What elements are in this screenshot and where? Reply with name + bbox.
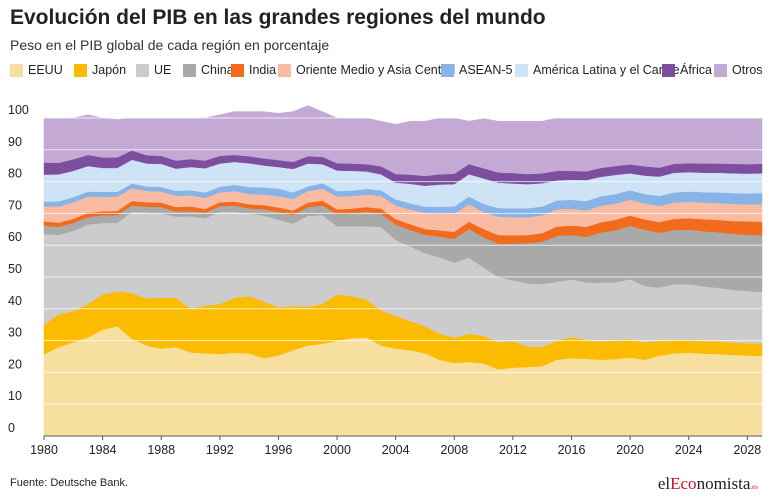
legend-item-eeuu: EEUU	[10, 63, 63, 77]
y-tick-label: 10	[8, 389, 22, 403]
x-tick-label: 2008	[440, 443, 468, 457]
legend-item-japon: Japón	[74, 63, 126, 77]
y-tick-label: 60	[8, 230, 22, 244]
legend-label: Oriente Medio y Asia Central	[296, 63, 456, 77]
legend-item-america-latina-y-el-caribe: América Latina y el Caribe	[515, 63, 680, 77]
x-tick-label: 2012	[499, 443, 527, 457]
legend-item-china: China	[183, 63, 234, 77]
y-tick-label: 80	[8, 167, 22, 181]
legend-label: India	[249, 63, 277, 77]
logo-accent: Eco	[670, 474, 697, 493]
legend-swatch	[10, 63, 23, 77]
legend-label: Otros	[732, 63, 763, 77]
x-tick-label: 2016	[558, 443, 586, 457]
source-note: Fuente: Deutsche Bank.	[10, 477, 129, 489]
y-tick-label: 70	[8, 198, 22, 212]
legend-swatch	[515, 63, 528, 77]
legend-swatch	[74, 63, 87, 77]
legend-item-oriente-medio-y-asia-central: Oriente Medio y Asia Central	[278, 63, 455, 77]
y-tick-label: 30	[8, 326, 22, 340]
x-tick-label: 1996	[265, 443, 293, 457]
legend-swatch	[183, 63, 196, 77]
legend-swatch	[662, 63, 675, 77]
area-series-otros	[43, 105, 763, 177]
gridlines	[44, 117, 762, 405]
legend-item-india: India	[231, 63, 276, 77]
x-tick-label: 2024	[675, 443, 703, 457]
y-tick-label: 90	[8, 135, 22, 149]
logo-tld: .es	[750, 483, 758, 491]
legend-swatch	[714, 63, 727, 77]
legend-label: UE	[154, 63, 172, 77]
legend-label: América Latina y el Caribe	[533, 63, 680, 77]
x-axis-ticks: 1980 1984 1988 1992 1996 2000 2004 2008 2012 2016…	[30, 436, 761, 457]
logo-prefix: el	[657, 474, 671, 493]
y-tick-label: 50	[8, 262, 22, 276]
y-tick-label: 20	[8, 357, 22, 371]
legend-item-asean-5: ASEAN-5	[441, 63, 513, 77]
legend-swatch	[278, 63, 291, 77]
legend-swatch	[441, 63, 454, 77]
y-axis-ticks: 0 10 20 30 40 50 60 70 80 90 100	[8, 103, 29, 435]
legend-label: EEUU	[28, 63, 63, 77]
legend-item-otros: Otros	[714, 63, 763, 77]
legend-swatch	[136, 63, 149, 77]
legend-swatch	[231, 63, 244, 77]
legend-label: ASEAN-5	[459, 63, 513, 77]
legend-item-africa: África	[662, 63, 712, 77]
y-tick-label: 40	[8, 294, 22, 308]
x-tick-label: 1980	[30, 443, 58, 457]
x-tick-label: 2004	[382, 443, 410, 457]
publisher-logo: elEconomista.es	[658, 474, 758, 494]
x-tick-label: 2000	[323, 443, 351, 457]
x-tick-label: 2028	[733, 443, 761, 457]
x-tick-label: 2020	[616, 443, 644, 457]
legend-item-ue: UE	[136, 63, 171, 77]
area-layers	[43, 105, 763, 437]
logo-suffix: nomista	[696, 474, 751, 493]
x-tick-label: 1988	[147, 443, 175, 457]
chart-legend: EEUU Japón UE China India Oriente Medio y Asi…	[10, 63, 765, 83]
legend-label: Japón	[92, 63, 127, 77]
x-tick-label: 1984	[89, 443, 117, 457]
y-tick-label: 100	[8, 103, 29, 117]
legend-label: África	[680, 63, 712, 77]
chart-subtitle: Peso en el PIB global de cada región en …	[10, 37, 330, 53]
y-tick-label: 0	[8, 421, 15, 435]
x-tick-label: 1992	[206, 443, 234, 457]
legend-label: China	[201, 63, 234, 77]
chart-title: Evolución del PIB en las grandes regione…	[10, 6, 546, 29]
